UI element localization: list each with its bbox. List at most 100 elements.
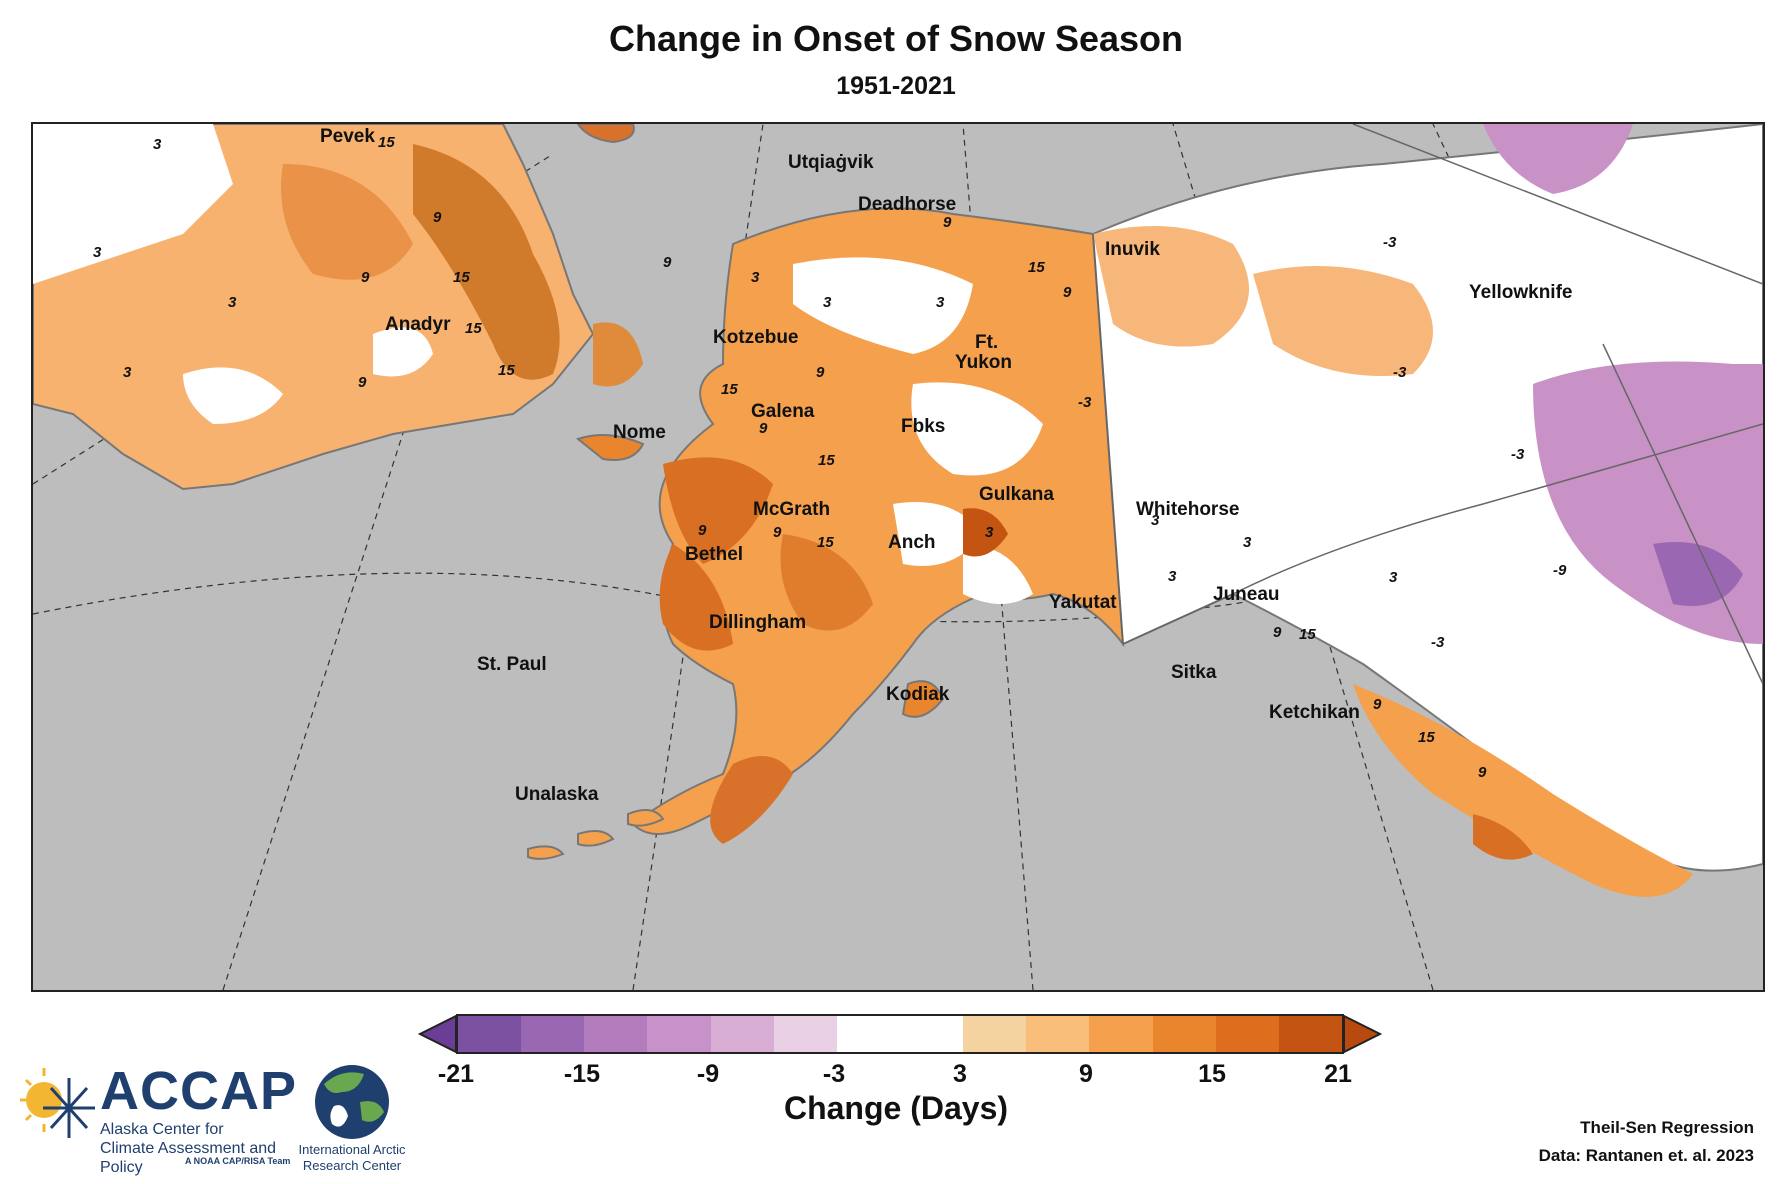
colorbar-tick: -21 [437,1060,475,1088]
contour-label: 9 [698,522,707,539]
contour-label: 9 [816,364,825,381]
contour-label: 9 [759,420,768,437]
contour-label: -3 [1078,394,1092,411]
contour-label: -3 [1431,634,1445,651]
colorbar-segment [647,1016,711,1052]
map-canvas [33,124,1763,990]
contour-label: 9 [1273,624,1282,641]
map-subtitle: 1951-2021 [836,72,956,100]
contour-label: 3 [93,244,102,261]
place-label: Anadyr [385,314,451,335]
contour-label: 3 [228,294,237,311]
place-label: Whitehorse [1136,499,1240,520]
land-alaska [631,207,1125,835]
place-label: Yukon [955,352,1013,373]
colorbar-segment [1152,1016,1216,1052]
accap-logo-icon [20,1068,95,1138]
colorbar-tick: -9 [696,1060,720,1088]
colorbar-segment [584,1016,648,1052]
place-label: St. Paul [477,654,547,675]
contour-label: 3 [751,269,760,286]
place-label: Bethel [685,544,744,565]
contour-label: 15 [453,269,470,286]
contour-label: 3 [153,136,162,153]
colorbar-tick: 21 [1324,1060,1352,1088]
place-label: Unalaska [515,784,599,805]
place-label: Nome [613,422,666,443]
place-label: Inuvik [1105,239,1160,260]
contour-label: 3 [1243,534,1252,551]
contour-label: 15 [721,381,738,398]
place-label: Fbks [901,416,946,437]
contour-label: 15 [818,452,835,469]
contour-label: 9 [361,269,370,286]
place-label: Ft. [975,332,999,353]
colorbar-segment [899,1016,964,1052]
method-note: Theil-Sen Regression [1580,1118,1754,1137]
contour-label: 9 [433,209,442,226]
place-label: Pevek [320,126,375,147]
place-label: Deadhorse [858,194,957,215]
contour-label: 9 [943,214,952,231]
contour-label: -3 [1393,364,1407,381]
iarc-globe-icon [315,1065,389,1139]
colorbar [456,1014,1344,1054]
contour-label: 9 [773,524,782,541]
contour-label: 3 [1151,512,1160,529]
colorbar-tick: -3 [822,1060,846,1088]
contour-label: 15 [817,534,834,551]
accap-name: ACCAP [100,1061,298,1121]
contour-label: -3 [1383,234,1397,251]
colorbar-tick: 15 [1198,1060,1226,1088]
map-area: Pevek Utqiaġvik Deadhorse Inuvik Yellowk… [31,122,1765,992]
place-label: Kodiak [886,684,950,705]
contour-label: 15 [1299,626,1316,643]
contour-label: 9 [1478,764,1487,781]
place-label: Utqiaġvik [788,152,874,173]
place-label: Ketchikan [1269,702,1360,723]
place-label: Juneau [1213,584,1280,605]
colorbar-segment [963,1016,1027,1052]
place-label: Sitka [1171,662,1217,683]
colorbar-over-arrow [1343,1014,1382,1054]
place-label: McGrath [753,499,831,520]
contour-label: -9 [1553,562,1567,579]
colorbar-tick: 9 [1079,1060,1093,1088]
map-title: Change in Onset of Snow Season [608,18,1184,59]
colorbar-title: Change (Days) [783,1090,1009,1126]
colorbar-segment [521,1016,585,1052]
colorbar-segment [1089,1016,1153,1052]
accap-full-name: Alaska Center for Climate Assessment and… [100,1121,277,1176]
place-label: Kotzebue [713,327,799,348]
iarc-name: International Arctic Research Center [298,1142,406,1173]
contour-label: 15 [1418,729,1435,746]
colorbar-segment [773,1016,837,1052]
contour-label: 3 [823,294,832,311]
contour-label: 9 [358,374,367,391]
contour-label: 15 [465,320,482,337]
data-source: Data: Rantanen et. al. 2023 [1538,1146,1754,1165]
colorbar-segment [836,1016,900,1052]
colorbar-tick: -15 [563,1060,601,1088]
contour-label: -3 [1511,446,1525,463]
contour-label: 15 [378,134,395,151]
place-label: Yellowknife [1469,282,1573,303]
place-label: Galena [751,401,815,422]
accap-tagline: A NOAA CAP/RISA Team [185,1156,291,1166]
contour-label: 3 [123,364,132,381]
place-label: Dillingham [709,612,807,633]
contour-label: 3 [1168,568,1177,585]
contour-label: 9 [1373,696,1382,713]
contour-label: 9 [663,254,672,271]
colorbar-tick: 3 [953,1060,967,1088]
colorbar-segment [458,1016,522,1052]
colorbar-segment [1278,1016,1342,1052]
contour-label: 9 [1063,284,1072,301]
colorbar-segment [1026,1016,1090,1052]
contour-label: 3 [1389,569,1398,586]
contour-label: 3 [936,294,945,311]
place-label: Yakutat [1049,592,1117,613]
contour-label: 3 [985,524,994,541]
colorbar-segment [710,1016,774,1052]
place-label: Gulkana [979,484,1054,505]
